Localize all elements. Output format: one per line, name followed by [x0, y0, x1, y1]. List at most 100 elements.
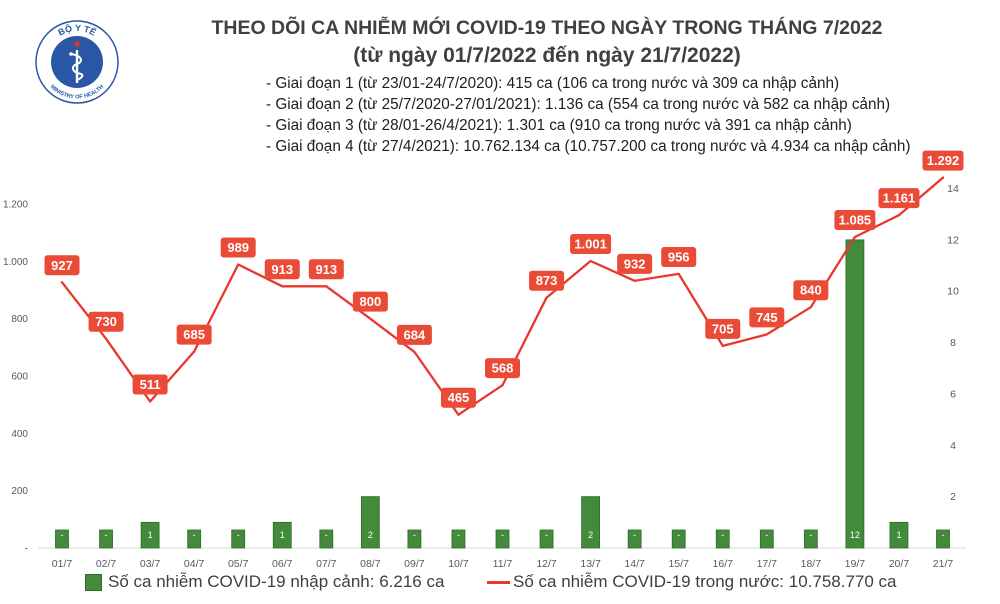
bar	[451, 529, 466, 549]
bar-value-label: -	[721, 530, 724, 540]
line-point	[589, 259, 592, 263]
left-axis-tick-label: -	[25, 544, 28, 555]
line-data-label-box	[705, 318, 741, 339]
bar	[627, 529, 642, 549]
line-point	[237, 263, 240, 266]
bar	[407, 529, 422, 549]
x-axis-category-label: 21/7	[933, 558, 954, 570]
line-point	[765, 333, 768, 336]
x-axis-category-label: 07/7	[316, 558, 337, 570]
line-data-label-text: 840	[800, 283, 822, 298]
bar	[889, 521, 909, 549]
x-axis-category-label: 05/7	[228, 558, 249, 570]
title-block: THEO DÕI CA NHIỄM MỚI COVID-19 THEO NGÀY…	[94, 15, 1000, 71]
line-data-label: 840	[793, 280, 829, 301]
bar	[715, 529, 730, 549]
bar	[99, 529, 113, 549]
bar	[845, 239, 865, 549]
right-axis-tick-label: 8	[950, 337, 956, 349]
line-data-label: 956	[661, 246, 697, 267]
x-axis-category-label: 14/7	[624, 558, 645, 570]
line-data-label-text: 913	[271, 262, 293, 277]
bar-value-label: -	[677, 530, 680, 540]
legend-label-domestic: Số ca nhiễm COVID-19 trong nước: 10.758.…	[513, 572, 897, 591]
line-data-label-box	[88, 311, 124, 332]
line-data-label: 989	[220, 237, 256, 258]
line-data-label-box	[176, 324, 212, 345]
left-axis-tick-label: 1.000	[3, 257, 28, 268]
bar	[803, 529, 818, 549]
bar-value-label: -	[193, 530, 196, 540]
line-point	[60, 281, 64, 284]
line-data-label-box	[793, 280, 829, 301]
legend-label-imported: Số ca nhiễm COVID-19 nhập cảnh: 6.216 ca	[108, 572, 445, 591]
x-axis-category-label: 03/7	[140, 558, 161, 570]
line-point	[897, 214, 901, 217]
line-point	[104, 337, 108, 340]
left-axis-tick-label: 800	[11, 314, 28, 325]
line-data-label: 913	[264, 259, 300, 280]
line-data-label: 1.161	[878, 188, 920, 209]
stage-note: - Giai đoạn 2 (từ 25/7/2020-27/01/2021):…	[266, 96, 891, 113]
line-data-label: 800	[352, 291, 388, 312]
line-point	[149, 400, 152, 403]
bar-value-label: -	[105, 530, 108, 540]
line-data-label: 927	[44, 255, 80, 276]
line-point	[809, 306, 812, 309]
line-data-label: 932	[617, 253, 653, 274]
line-data-label-text: 684	[404, 327, 426, 342]
line-data-label: 913	[308, 259, 344, 280]
line-point	[545, 296, 548, 299]
line-data-label-box	[570, 234, 612, 255]
bar-value-label: 12	[850, 530, 860, 540]
line-point	[853, 235, 857, 239]
line-data-label-text: 873	[536, 273, 558, 288]
legend-item-imported: Số ca nhiễm COVID-19 nhập cảnh: 6.216 ca	[85, 571, 444, 593]
line-data-label: 745	[749, 307, 785, 328]
bar	[140, 521, 160, 549]
snake-head-icon	[69, 52, 73, 56]
line-data-label-text: 1.292	[927, 153, 960, 168]
line-point	[457, 413, 460, 416]
line-data-label-text: 465	[448, 390, 470, 405]
line-data-label-text: 745	[756, 310, 778, 325]
bar-value-label: -	[633, 530, 636, 540]
logo-top-text: BỘ Y TẾ	[56, 22, 97, 37]
line-data-label: 1.085	[834, 209, 876, 230]
legend-item-domestic: Số ca nhiễm COVID-19 trong nước: 10.758.…	[487, 571, 897, 593]
line-data-label-box	[617, 253, 653, 274]
x-axis-category-label: 15/7	[668, 558, 689, 570]
bar	[231, 529, 246, 549]
line-data-label: 684	[396, 324, 432, 345]
line-point	[281, 285, 284, 288]
right-axis-tick-label: 4	[950, 440, 956, 452]
line-data-label-box	[44, 255, 80, 276]
line-data-label-text: 932	[624, 256, 646, 271]
bar-value-label: -	[237, 530, 240, 540]
left-axis-tick-label: 1.200	[3, 200, 28, 211]
line-point	[677, 272, 680, 276]
line-data-label-box	[529, 270, 565, 291]
x-axis-category-label: 10/7	[448, 558, 469, 570]
bar	[360, 496, 380, 549]
red-star-icon	[72, 39, 82, 48]
bar-value-label: -	[765, 530, 768, 540]
x-axis-category-label: 12/7	[536, 558, 557, 570]
bar-value-label: 1	[896, 530, 901, 540]
line-data-label-box	[661, 246, 697, 267]
bar	[272, 521, 292, 549]
line-data-label: 511	[132, 374, 168, 395]
line-data-label-box	[440, 387, 476, 408]
x-axis-category-label: 08/7	[360, 558, 381, 570]
bar	[936, 529, 950, 549]
line-data-label-text: 1.001	[574, 237, 607, 252]
line-point	[413, 350, 416, 354]
line-data-label-text: 1.085	[839, 212, 872, 227]
line-data-label-text: 1.161	[883, 191, 916, 206]
stage-note: - Giai đoạn 4 (từ 27/4/2021): 10.762.134…	[266, 138, 911, 155]
right-axis-tick-label: 2	[950, 491, 956, 503]
bar-value-label: -	[413, 530, 416, 540]
x-axis-category-label: 16/7	[713, 558, 734, 570]
right-axis-tick-label: 10	[947, 286, 959, 298]
bar	[671, 529, 686, 549]
